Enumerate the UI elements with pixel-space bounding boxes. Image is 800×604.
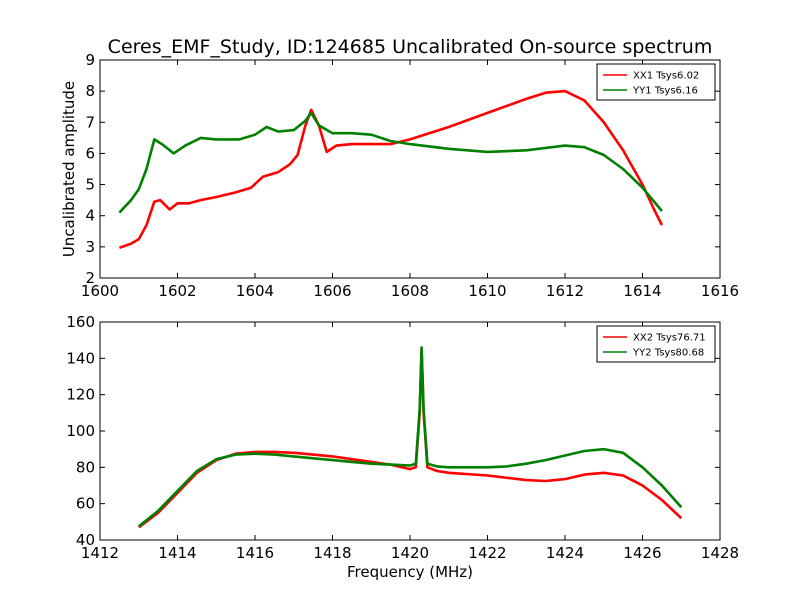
y-tick-label: 4 xyxy=(85,207,95,225)
legend-label: XX1 Tsys6.02 xyxy=(633,71,699,82)
y-tick-label: 5 xyxy=(85,176,95,194)
legend-box xyxy=(596,63,716,101)
x-tick-label: 1600 xyxy=(81,282,119,300)
series-line-1-2 xyxy=(118,111,663,214)
x-tick-label: 1610 xyxy=(468,282,506,300)
legend: XX1 Tsys6.02 YY1 Tsys6.16 xyxy=(596,63,716,101)
y-tick-label: 8 xyxy=(85,82,95,100)
x-tick-label: 1414 xyxy=(158,544,196,562)
legend-label: XX2 Tsys76.71 xyxy=(633,333,706,344)
x-tick-label: 1608 xyxy=(391,282,429,300)
x-tick-label: 1604 xyxy=(236,282,274,300)
series-line-2-1 xyxy=(138,348,683,529)
x-tick-label: 1422 xyxy=(468,544,506,562)
y-tick-label: 3 xyxy=(85,238,95,256)
y-tick-label: 2 xyxy=(85,269,95,287)
chart-panel-2: 1412 1414 1416 1418 1420 1422 1424 1426 1428 40 60… xyxy=(66,313,739,581)
x-tick-label: 1424 xyxy=(546,544,584,562)
series-line-1-1 xyxy=(118,89,664,250)
y-tick-label: 9 xyxy=(85,51,95,69)
chart-panel-1: 1600 1602 1604 1606 1608 1610 1612 1614 1616 2 3 4 5… xyxy=(60,51,739,300)
x-tick-label: 1416 xyxy=(236,544,274,562)
x-tick-label: 1616 xyxy=(701,282,739,300)
x-axis-label: Frequency (MHz) xyxy=(347,563,473,581)
x-tick-label: 1418 xyxy=(313,544,351,562)
y-tick-label: 100 xyxy=(66,422,95,440)
x-tick-label: 1412 xyxy=(81,544,119,562)
legend-label: YY2 Tsys80.68 xyxy=(632,348,704,359)
x-tick-label: 1606 xyxy=(313,282,351,300)
figure-title: Ceres_EMF_Study, ID:124685 Uncalibrated … xyxy=(108,36,713,58)
x-tick-label: 1614 xyxy=(623,282,661,300)
x-tick-label: 1420 xyxy=(391,544,429,562)
x-tick-label: 1428 xyxy=(701,544,739,562)
x-tick-label: 1612 xyxy=(546,282,584,300)
y-tick-label: 160 xyxy=(66,313,95,331)
y-tick-label: 60 xyxy=(76,495,95,513)
y-tick-label: 40 xyxy=(76,531,95,549)
legend: XX2 Tsys76.71 YY2 Tsys80.68 xyxy=(596,325,716,363)
y-tick-label: 80 xyxy=(76,458,95,476)
series-line-2-2 xyxy=(137,346,683,528)
y-tick-label: 7 xyxy=(85,113,95,131)
legend-box xyxy=(596,325,716,363)
y-tick-label: 140 xyxy=(66,349,95,367)
y-axis-label: Uncalibrated amplitude xyxy=(60,81,78,257)
legend-label: YY1 Tsys6.16 xyxy=(632,86,698,97)
x-tick-label: 1602 xyxy=(158,282,196,300)
y-tick-label: 120 xyxy=(66,386,95,404)
y-tick-label: 6 xyxy=(85,144,95,162)
x-tick-label: 1426 xyxy=(623,544,661,562)
